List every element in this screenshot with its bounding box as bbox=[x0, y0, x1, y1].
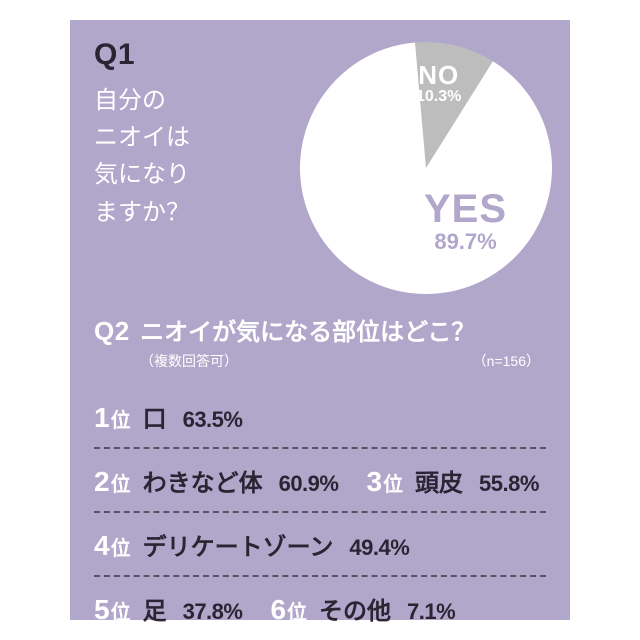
q1-question-text: 自分のニオイは気になりますか？ bbox=[94, 82, 190, 231]
q2-label: Q2 bbox=[94, 316, 130, 346]
rank-label: わきなど体 bbox=[143, 463, 263, 498]
rank-number: 4 bbox=[94, 530, 110, 562]
rank-number: 1 bbox=[94, 402, 110, 434]
q1-text-line: ニオイは bbox=[94, 124, 190, 151]
rank-label: 口 bbox=[143, 399, 167, 434]
rank-row: 2位わきなど体60.9%3位頭皮55.8% bbox=[94, 449, 546, 513]
pie-slice-label: YES89.7% bbox=[424, 188, 507, 253]
rank-suffix: 位 bbox=[111, 532, 131, 561]
q1-pie-chart: NO10.3% YES89.7% bbox=[296, 38, 556, 298]
rank-suffix: 位 bbox=[111, 468, 131, 497]
rank-label: 足 bbox=[143, 591, 167, 626]
rank-row: 5位足37.8%6位その他7.1% bbox=[94, 577, 546, 639]
rank-item: 4位デリケートゾーン 49.4% bbox=[94, 527, 409, 562]
q2-ranking-list: 1位口63.5%2位わきなど体60.9%3位頭皮55.8%4位デリケートゾーン4… bbox=[94, 385, 546, 639]
q2-subnote-right: （n=156） bbox=[473, 351, 540, 371]
survey-card: Q1 自分のニオイは気になりますか？ NO10.3% YES89.7% Q2 ニオ… bbox=[70, 20, 570, 620]
q1-label: Q1 bbox=[94, 38, 135, 72]
q1-text-line: 自分の bbox=[94, 87, 166, 114]
q1-block: Q1 自分のニオイは気になりますか？ NO10.3% YES89.7% bbox=[94, 38, 546, 298]
rank-percent: 60.9% bbox=[279, 471, 339, 497]
rank-row: 1位口 63.5% bbox=[94, 385, 546, 449]
rank-item: 6位その他 7.1% bbox=[270, 591, 455, 626]
rank-label: デリケートゾーン bbox=[143, 527, 334, 562]
rank-number: 2 bbox=[94, 466, 110, 498]
rank-item: 3位頭皮 55.8% bbox=[366, 463, 538, 498]
q2-title: ニオイが気になる部位はどこ？ bbox=[140, 319, 475, 346]
rank-percent: 37.8% bbox=[183, 599, 243, 625]
q1-text-line: 気になり bbox=[94, 161, 190, 188]
rank-suffix: 位 bbox=[287, 596, 307, 625]
q1-text-line: ますか？ bbox=[94, 199, 190, 226]
rank-percent: 55.8% bbox=[479, 471, 539, 497]
rank-number: 6 bbox=[270, 594, 286, 626]
rank-percent: 7.1% bbox=[407, 599, 455, 625]
rank-number: 3 bbox=[366, 466, 382, 498]
rank-label: その他 bbox=[319, 591, 391, 626]
rank-number: 5 bbox=[94, 594, 110, 626]
rank-percent: 49.4% bbox=[349, 535, 409, 561]
rank-label: 頭皮 bbox=[415, 463, 463, 498]
rank-percent: 63.5% bbox=[183, 407, 243, 433]
rank-item: 1位口 63.5% bbox=[94, 399, 242, 434]
rank-row: 4位デリケートゾーン 49.4% bbox=[94, 513, 546, 577]
rank-suffix: 位 bbox=[111, 404, 131, 433]
q2-subnote-left: （複数回答可） bbox=[140, 351, 238, 371]
pie-slice-label: NO10.3% bbox=[416, 62, 461, 106]
rank-suffix: 位 bbox=[111, 596, 131, 625]
q2-header: Q2 ニオイが気になる部位はどこ？ （複数回答可） （n=156） bbox=[94, 312, 546, 371]
rank-item: 5位足 37.8% bbox=[94, 591, 242, 626]
rank-suffix: 位 bbox=[383, 468, 403, 497]
rank-item: 2位わきなど体 60.9% bbox=[94, 463, 338, 498]
